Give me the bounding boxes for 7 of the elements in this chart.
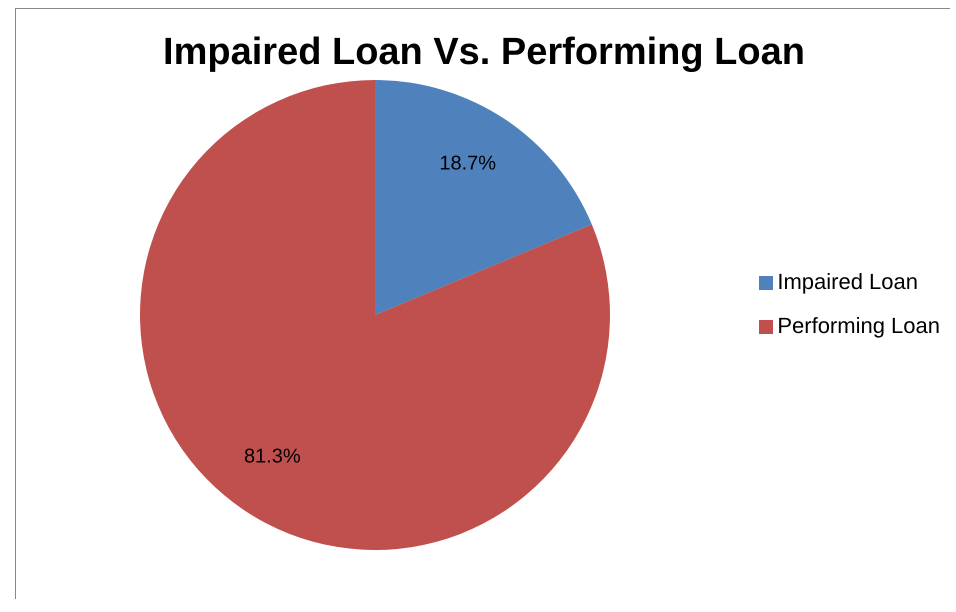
pie-slice — [375, 80, 592, 315]
legend-label: Impaired Loan — [777, 269, 918, 294]
chart-title: Impaired Loan Vs. Performing Loan — [163, 31, 805, 73]
legend-label: Performing Loan — [777, 313, 940, 338]
data-label: 18.7% — [439, 152, 496, 174]
data-label: 81.3% — [244, 446, 301, 468]
pie-slice — [140, 80, 610, 550]
